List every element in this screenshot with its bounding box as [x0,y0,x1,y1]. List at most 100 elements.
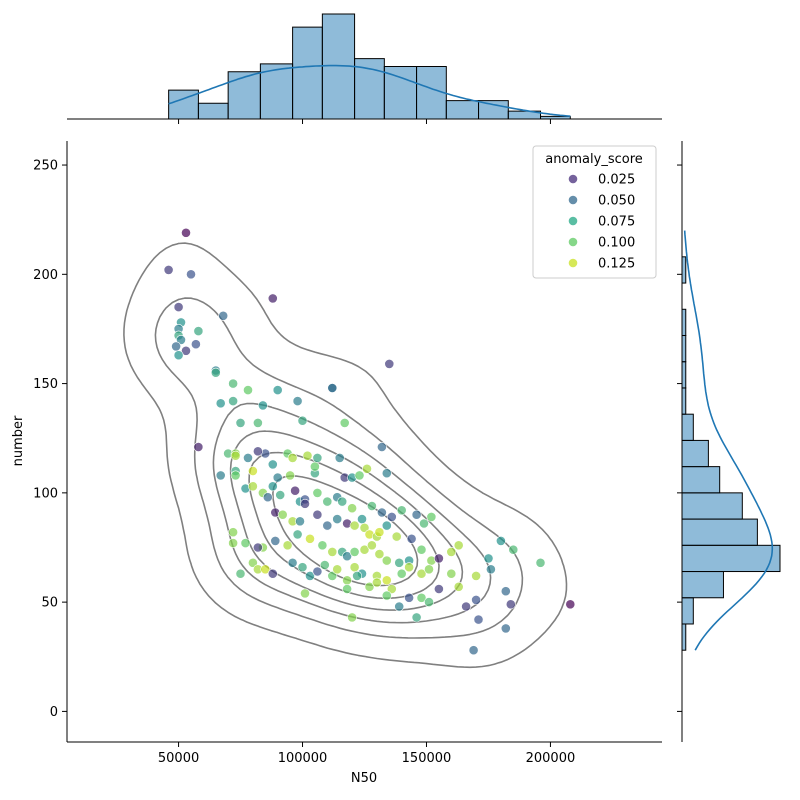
scatter-point [215,470,226,481]
legend-box [532,145,657,279]
y-axis-label: number [11,415,26,466]
scatter-point [473,614,484,625]
scatter-point [171,341,181,352]
scatter-point [416,568,427,579]
scatter-point [386,584,397,594]
scatter-point [416,592,427,603]
scatter-point [332,514,343,524]
scatter-point [342,584,352,594]
scatter-point [495,536,506,546]
scatter-point [371,577,382,588]
marginal-y-bar [681,335,687,363]
scatter-point [275,490,286,500]
scatter-point [468,645,479,656]
scatter-point [305,533,315,544]
marginal-y-bar [681,518,758,546]
scatter-point [228,378,238,389]
scatter-point [500,623,511,634]
scatter-point [364,581,375,592]
kde-contour-level [212,402,492,624]
marginal-y-bar [681,387,687,415]
scatter-point [247,557,258,568]
marginal-y-kde [683,230,774,651]
y-tick-label: 0 [50,705,58,720]
scatter-point [342,551,352,562]
scatter-point [433,584,444,594]
scatter-point [193,326,204,336]
marginal-x-kde [168,64,571,117]
scatter-point [453,540,464,551]
scatter-point [334,452,345,463]
scatter-point [267,481,278,492]
scatter-point [235,568,246,579]
scatter-point [309,461,320,472]
scatter-point [322,520,333,531]
scatter-point [394,557,405,568]
x-tick-label: 50000 [158,751,199,766]
marginal-y-bar [681,597,694,625]
y-tick-label: 200 [33,268,58,283]
scatter-point [176,334,186,345]
scatter-point [339,417,350,428]
marginal-x-bar [197,102,229,120]
scatter-point [406,533,417,544]
legend-entry-label: 0.050 [598,194,635,209]
scatter-point [235,417,246,428]
scatter-point [359,522,370,533]
marginal-x-bar [445,100,480,120]
scatter-point [508,544,519,555]
legend-entry-label: 0.125 [598,257,635,272]
scatter-point [396,505,407,516]
scatter-point [181,345,191,356]
x-tick-label: 150000 [402,751,452,766]
marginal-x-bar [227,71,261,120]
scatter-point [285,470,295,481]
scatter-point [193,442,204,452]
scatter-point [404,562,414,573]
scatter-point [381,468,392,479]
scatter-point [163,264,174,275]
scatter-points [163,227,576,656]
scatter-point [270,536,281,546]
x-tick-label: 100000 [278,751,328,766]
scatter-point [297,562,308,573]
scatter-point [272,472,283,483]
scatter-point [218,310,229,321]
marginal-x-bar [292,26,323,120]
scatter-point [391,531,402,542]
scatter-point [260,564,271,575]
scatter-point [453,581,464,592]
scatter-point [297,415,308,426]
marginal-y-bar [681,492,743,520]
marginal-y-histogram [677,141,781,742]
x-axis-label: N50 [351,771,377,786]
scatter-point [446,547,457,557]
y-tick-label: 150 [33,377,58,392]
scatter-point [173,302,184,312]
scatter-point [349,562,360,573]
scatter-point [376,507,387,518]
scatter-point [252,417,263,428]
legend-marker [568,237,578,247]
marginal-y-bar [681,544,781,573]
x-tick-label: 200000 [526,751,576,766]
scatter-point [252,446,263,457]
scatter-point [327,383,338,393]
legend-entry-label: 0.025 [598,173,635,188]
scatter-point [374,549,385,559]
scatter-point [267,568,278,579]
scatter-point [433,553,444,564]
scatter-point [277,509,288,520]
kde-contour-level [123,242,568,669]
scatter-point [215,398,226,409]
marginal-y-bar [681,439,709,468]
y-tick-label: 50 [41,596,58,611]
legend-marker [568,258,578,268]
scatter-point [419,518,429,529]
legend-marker [568,195,578,205]
scatter-point [424,564,434,575]
scatter-point [357,514,367,524]
legend-entry-label: 0.100 [598,236,635,251]
scatter-point [354,470,365,481]
